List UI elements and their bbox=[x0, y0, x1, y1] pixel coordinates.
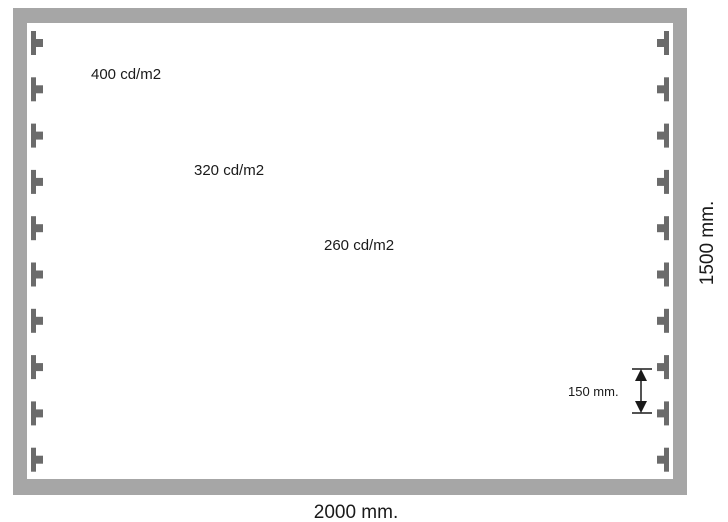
led-left-10 bbox=[31, 447, 43, 472]
led-left-4 bbox=[31, 169, 43, 194]
left-led-strip bbox=[31, 31, 43, 472]
luminance-label-260: 260 cd/m2 bbox=[324, 237, 394, 254]
spacing-label: 150 mm. bbox=[568, 384, 619, 399]
width-label: 2000 mm. bbox=[314, 502, 398, 522]
led-left-6 bbox=[31, 262, 43, 287]
led-right-4 bbox=[657, 169, 669, 194]
right-led-strip bbox=[657, 31, 669, 472]
led-right-8 bbox=[657, 355, 669, 380]
led-left-3 bbox=[31, 123, 43, 148]
arrow-up-icon bbox=[635, 369, 647, 381]
height-label: 1500 mm. bbox=[697, 201, 718, 285]
led-left-7 bbox=[31, 308, 43, 333]
panel bbox=[27, 23, 673, 479]
led-right-1 bbox=[657, 31, 669, 55]
led-right-7 bbox=[657, 308, 669, 333]
led-right-10 bbox=[657, 447, 669, 472]
spacing-dimension bbox=[632, 368, 652, 414]
led-right-6 bbox=[657, 262, 669, 287]
luminance-label-400: 400 cd/m2 bbox=[91, 66, 161, 83]
led-left-5 bbox=[31, 216, 43, 241]
led-left-9 bbox=[31, 401, 43, 426]
led-right-2 bbox=[657, 77, 669, 102]
led-left-2 bbox=[31, 77, 43, 102]
led-right-9 bbox=[657, 401, 669, 426]
led-left-1 bbox=[31, 31, 43, 55]
arrow-down-icon bbox=[635, 401, 647, 413]
luminance-label-320: 320 cd/m2 bbox=[194, 162, 264, 179]
led-right-3 bbox=[657, 123, 669, 148]
led-right-5 bbox=[657, 216, 669, 241]
led-left-8 bbox=[31, 355, 43, 380]
